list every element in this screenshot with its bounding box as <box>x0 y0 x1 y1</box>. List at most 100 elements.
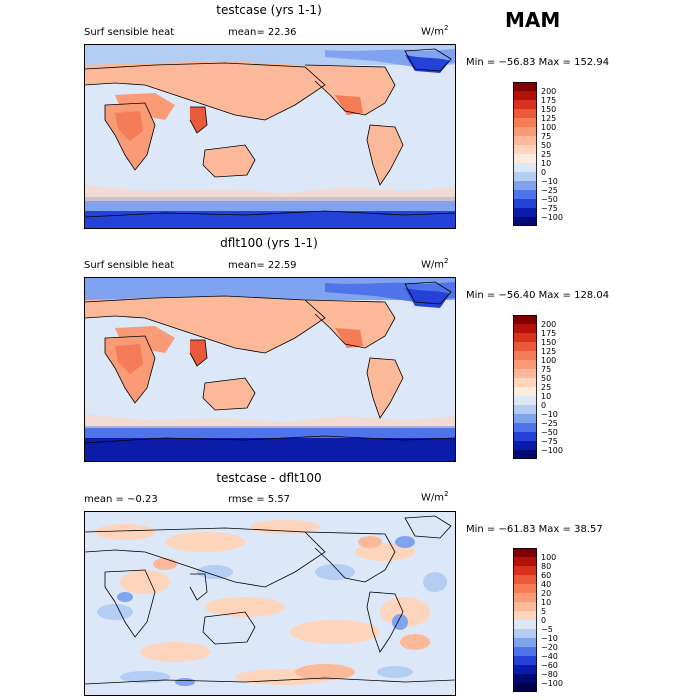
colorbar-swatch <box>513 405 537 415</box>
panel-3-mean: mean = −0.23 <box>84 494 158 505</box>
colorbar-swatch <box>513 181 537 191</box>
colorbar-swatch <box>513 82 537 92</box>
panel-2-mean: mean= 22.59 <box>228 260 297 271</box>
panel-2-map-svg <box>85 278 455 461</box>
colorbar-tick-label: −25 <box>541 418 558 428</box>
colorbar-swatch <box>513 145 537 155</box>
panel-3-colorbar-svg <box>513 548 537 693</box>
colorbar-swatch <box>513 136 537 146</box>
colorbar-tick-label: −100 <box>541 212 563 222</box>
colorbar-swatch <box>513 387 537 397</box>
colorbar-tick-label: 200 <box>541 319 557 329</box>
colorbar-tick-label: 100 <box>541 355 557 365</box>
colorbar-tick-label: 80 <box>541 561 552 571</box>
colorbar-tick-label: 125 <box>541 346 557 356</box>
colorbar-tick-label: 175 <box>541 328 557 338</box>
panel-1-colorbar <box>513 82 537 227</box>
colorbar-tick-label: 75 <box>541 131 552 141</box>
panel-2-field-label: Surf sensible heat <box>84 260 175 271</box>
panel-1-units: W/m2 <box>421 24 449 38</box>
colorbar-tick-label: 10 <box>541 158 552 168</box>
colorbar-tick-label: 40 <box>541 579 552 589</box>
colorbar-swatch <box>513 154 537 164</box>
colorbar-tick-label: 20 <box>541 588 552 598</box>
panel-1-field-label: Surf sensible heat <box>84 27 175 38</box>
panel-3-map <box>84 511 456 696</box>
colorbar-swatch <box>513 315 537 325</box>
colorbar-swatch <box>513 566 537 576</box>
colorbar-swatch <box>513 674 537 684</box>
panel-1-minmax: Min = −56.83 Max = 152.94 <box>466 57 610 68</box>
colorbar-tick-label: 175 <box>541 95 557 105</box>
panel-3-units: W/m2 <box>421 490 449 504</box>
colorbar-swatch <box>513 396 537 406</box>
colorbar-swatch <box>513 665 537 675</box>
colorbar-tick-label: −50 <box>541 427 558 437</box>
panel-3-rmse: rmse = 5.57 <box>228 494 291 505</box>
colorbar-tick-label: −75 <box>541 203 558 213</box>
colorbar-tick-label: 10 <box>541 391 552 401</box>
colorbar-swatch <box>513 324 537 334</box>
colorbar-tick-label: 60 <box>541 570 552 580</box>
colorbar-swatch <box>513 647 537 657</box>
colorbar-tick-label: −10 <box>541 176 558 186</box>
colorbar-swatch <box>513 163 537 173</box>
panel-2-map <box>84 277 456 462</box>
colorbar-swatch <box>513 208 537 218</box>
colorbar-tick-label: 50 <box>541 373 552 383</box>
colorbar-swatch <box>513 602 537 612</box>
colorbar-swatch <box>513 548 537 558</box>
panel-1-mean: mean= 22.36 <box>228 27 297 38</box>
colorbar-tick-label: 100 <box>541 552 557 562</box>
panel-1-colorbar-svg <box>513 82 537 227</box>
colorbar-tick-label: 0 <box>541 615 547 625</box>
colorbar-border <box>513 548 537 692</box>
colorbar-border <box>513 82 537 226</box>
colorbar-swatch <box>513 575 537 585</box>
colorbar-tick-label: 100 <box>541 122 557 132</box>
colorbar-swatch <box>513 199 537 209</box>
colorbar-tick-label: 10 <box>541 597 552 607</box>
colorbar-tick-label: 125 <box>541 113 557 123</box>
colorbar-swatch <box>513 584 537 594</box>
season-label: MAM <box>505 8 561 32</box>
colorbar-tick-label: −100 <box>541 445 563 455</box>
colorbar-tick-label: 25 <box>541 149 552 159</box>
colorbar-swatch <box>513 432 537 442</box>
panel-3-title: testcase - dflt100 <box>216 471 322 485</box>
colorbar-tick-label: 75 <box>541 364 552 374</box>
colorbar-swatch <box>513 378 537 388</box>
colorbar-swatch <box>513 414 537 424</box>
panel-3-minmax: Min = −61.83 Max = 38.57 <box>466 524 603 535</box>
colorbar-swatch <box>513 217 537 227</box>
panel-2-units: W/m2 <box>421 257 449 271</box>
colorbar-tick-label: 150 <box>541 337 557 347</box>
colorbar-swatch <box>513 683 537 693</box>
colorbar-tick-label: −40 <box>541 651 558 661</box>
panel-2-colorbar-svg <box>513 315 537 460</box>
panel-3-map-svg <box>85 512 455 695</box>
colorbar-swatch <box>513 423 537 433</box>
panel-1-map-svg <box>85 45 455 228</box>
panel-1-map <box>84 44 456 229</box>
colorbar-swatch <box>513 441 537 451</box>
colorbar-tick-label: −60 <box>541 660 558 670</box>
colorbar-swatch <box>513 100 537 110</box>
panel-2-title: dflt100 (yrs 1-1) <box>220 236 318 250</box>
colorbar-tick-label: −25 <box>541 185 558 195</box>
colorbar-swatch <box>513 656 537 666</box>
colorbar-swatch <box>513 450 537 460</box>
colorbar-swatch <box>513 351 537 361</box>
colorbar-tick-label: 0 <box>541 167 547 177</box>
colorbar-tick-label: −10 <box>541 409 558 419</box>
colorbar-swatch <box>513 638 537 648</box>
panel-1-title: testcase (yrs 1-1) <box>216 3 322 17</box>
colorbar-swatch <box>513 369 537 379</box>
colorbar-border <box>513 315 537 459</box>
colorbar-swatch <box>513 557 537 567</box>
colorbar-swatch <box>513 620 537 630</box>
colorbar-tick-label: 0 <box>541 400 547 410</box>
colorbar-swatch <box>513 91 537 101</box>
colorbar-tick-label: 25 <box>541 382 552 392</box>
colorbar-tick-label: −100 <box>541 678 563 688</box>
